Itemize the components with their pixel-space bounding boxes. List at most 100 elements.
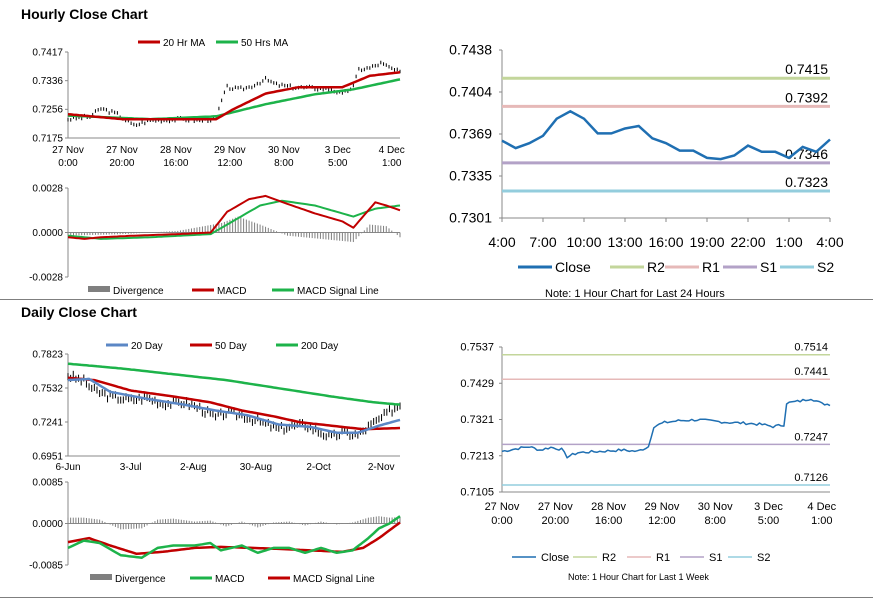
legend-daily-macd-signal-label: MACD Signal Line: [293, 574, 375, 585]
daily-ma-ytick-label: 0.6951: [32, 451, 63, 462]
daily-pivot-xtick-label: 30 Nov: [698, 501, 733, 513]
daily-pivot-xtick-label: 8:00: [704, 515, 725, 527]
legend-hourly-divergence-swatch: [88, 286, 110, 292]
daily-pivot-xtick-label: 1:00: [811, 515, 832, 527]
section-divider: [0, 299, 873, 300]
daily-pivot-legend-s2-label: S2: [757, 552, 770, 564]
hourly-ma-xtick-label: 16:00: [163, 158, 188, 169]
daily-pivot-ytick-label: 0.7537: [460, 342, 494, 354]
hourly-pivot-ytick-label: 0.7335: [449, 168, 492, 184]
hourly-ma-xtick-label: 8:00: [274, 158, 294, 169]
hourly-pivot-ytick-label: 0.7404: [449, 84, 492, 100]
daily-ma-xtick-label: 30-Aug: [240, 462, 272, 473]
hourly-pivot-legend-r1-label: R1: [702, 259, 720, 275]
daily-pivot-s2-label: 0.7126: [794, 472, 828, 484]
hourly-pivot-legend-r2-label: R2: [647, 259, 665, 275]
hourly-pivot-xtick-label: 4:00: [488, 234, 515, 250]
daily-pivot-ytick-label: 0.7105: [460, 487, 494, 499]
legend-hourly-macd-label: MACD: [217, 286, 246, 297]
hourly-ma-ytick-label: 0.7336: [32, 76, 63, 87]
daily-pivot-xtick-label: 5:00: [758, 515, 779, 527]
daily-pivot-xtick-label: 27 Nov: [538, 501, 573, 513]
legend-20hr-ma-label: 20 Hr MA: [163, 38, 206, 49]
daily-pivot-s1-label: 0.7247: [794, 431, 828, 443]
hourly-ma-xtick-label: 4 Dec: [379, 145, 405, 156]
daily-pivot-r1-label: 0.7441: [794, 366, 828, 378]
hourly-pivot-xtick-label: 16:00: [648, 234, 683, 250]
hourly-ma-xtick-label: 27 Nov: [52, 145, 84, 156]
daily-pivot-xtick-label: 4 Dec: [807, 501, 836, 513]
daily-pivot-xtick-label: 3 Dec: [754, 501, 783, 513]
hourly-pivot-xtick-label: 4:00: [816, 234, 843, 250]
daily-pivot-close-line: [501, 398, 831, 459]
hourly-ma20-line: [67, 71, 401, 121]
hourly-pivot-xtick-label: 22:00: [730, 234, 765, 250]
hourly-pivot-xtick-label: 19:00: [689, 234, 724, 250]
daily-pivot-xtick-label: 0:00: [491, 515, 512, 527]
daily-pivot-xtick-label: 27 Nov: [485, 501, 520, 513]
daily-pivot-xtick-label: 12:00: [648, 515, 676, 527]
daily-ma-ytick-label: 0.7241: [32, 417, 63, 428]
daily-pivot-note: Note: 1 Hour Chart for Last 1 Week: [568, 572, 709, 582]
hourly-macd-ytick-label: -0.0028: [29, 272, 63, 283]
daily-ma50-line: [67, 376, 401, 431]
hourly-ma-xtick-label: 27 Nov: [106, 145, 138, 156]
hourly-ma-xtick-label: 28 Nov: [160, 145, 192, 156]
hourly-section-title: Hourly Close Chart: [21, 6, 148, 22]
daily-macd-line: [67, 515, 401, 559]
hourly-pivot-r1-label: 0.7392: [785, 89, 828, 105]
daily-ma-ytick-label: 0.7532: [32, 383, 63, 394]
daily-pivot-ytick-label: 0.7429: [460, 378, 494, 390]
daily-section-title: Daily Close Chart: [21, 304, 137, 320]
hourly-ma-xtick-label: 1:00: [382, 158, 402, 169]
legend-daily-divergence-swatch: [90, 574, 112, 580]
daily-ma-xtick-label: 3-Jul: [120, 462, 142, 473]
legend-20-day-label: 20 Day: [131, 341, 163, 352]
legend-200-day-label: 200 Day: [301, 341, 338, 352]
daily-ma200-line: [67, 362, 401, 406]
daily-ma-xtick-label: 2-Oct: [306, 462, 331, 473]
legend-50hrs-ma-label: 50 Hrs MA: [241, 38, 289, 49]
daily-ma-ytick-label: 0.7823: [32, 349, 63, 360]
hourly-pivot-xtick-label: 13:00: [607, 234, 642, 250]
hourly-pivot-xtick-label: 7:00: [529, 234, 556, 250]
legend-daily-divergence-label: Divergence: [115, 574, 166, 585]
daily-pivot-ytick-label: 0.7321: [460, 414, 494, 426]
hourly-ma-xtick-label: 5:00: [328, 158, 348, 169]
hourly-ma-xtick-label: 0:00: [58, 158, 78, 169]
hourly-pivot-r2-label: 0.7415: [785, 61, 828, 77]
daily-pivot-legend-r1-label: R1: [656, 552, 670, 564]
hourly-ma-ytick-label: 0.7417: [32, 47, 63, 58]
hourly-pivot-s2-label: 0.7323: [785, 174, 828, 190]
hourly-pivot-ytick-label: 0.7438: [449, 42, 492, 58]
legend-daily-macd-label: MACD: [215, 574, 244, 585]
hourly-pivot-ytick-label: 0.7369: [449, 126, 492, 142]
daily-pivot-legend-s1-label: S1: [709, 552, 722, 564]
hourly-macd-ytick-label: 0.0000: [32, 228, 63, 239]
daily-pivot-r2-label: 0.7514: [794, 342, 828, 354]
hourly-pivot-legend-s1-label: S1: [760, 259, 777, 275]
daily-pivot-xtick-label: 16:00: [595, 515, 623, 527]
hourly-pivot-legend-s2-label: S2: [817, 259, 834, 275]
hourly-ma-ytick-label: 0.7256: [32, 105, 63, 116]
hourly-macd-ytick-label: 0.0028: [32, 183, 63, 194]
daily-pivot-xtick-label: 29 Nov: [644, 501, 679, 513]
daily-ma-xtick-label: 2-Aug: [180, 462, 207, 473]
hourly-ma-xtick-label: 30 Nov: [268, 145, 300, 156]
daily-pivot-legend-r2-label: R2: [602, 552, 616, 564]
daily-ma20-line: [67, 377, 401, 434]
bottom-divider: [0, 597, 873, 598]
daily-pivot-xtick-label: 20:00: [542, 515, 570, 527]
hourly-ma-xtick-label: 20:00: [109, 158, 134, 169]
daily-ma-xtick-label: 6-Jun: [55, 462, 80, 473]
daily-pivot-ytick-label: 0.7213: [460, 450, 494, 462]
legend-50-day-label: 50 Day: [215, 341, 247, 352]
hourly-pivot-ytick-label: 0.7301: [449, 210, 492, 226]
hourly-ma-ytick-label: 0.7175: [32, 133, 63, 144]
daily-ma-xtick-label: 2-Nov: [368, 462, 395, 473]
hourly-pivot-xtick-label: 10:00: [566, 234, 601, 250]
hourly-ma-xtick-label: 12:00: [217, 158, 242, 169]
daily-macd-ytick-label: -0.0085: [29, 560, 63, 571]
legend-hourly-macd-signal-label: MACD Signal Line: [297, 286, 379, 297]
